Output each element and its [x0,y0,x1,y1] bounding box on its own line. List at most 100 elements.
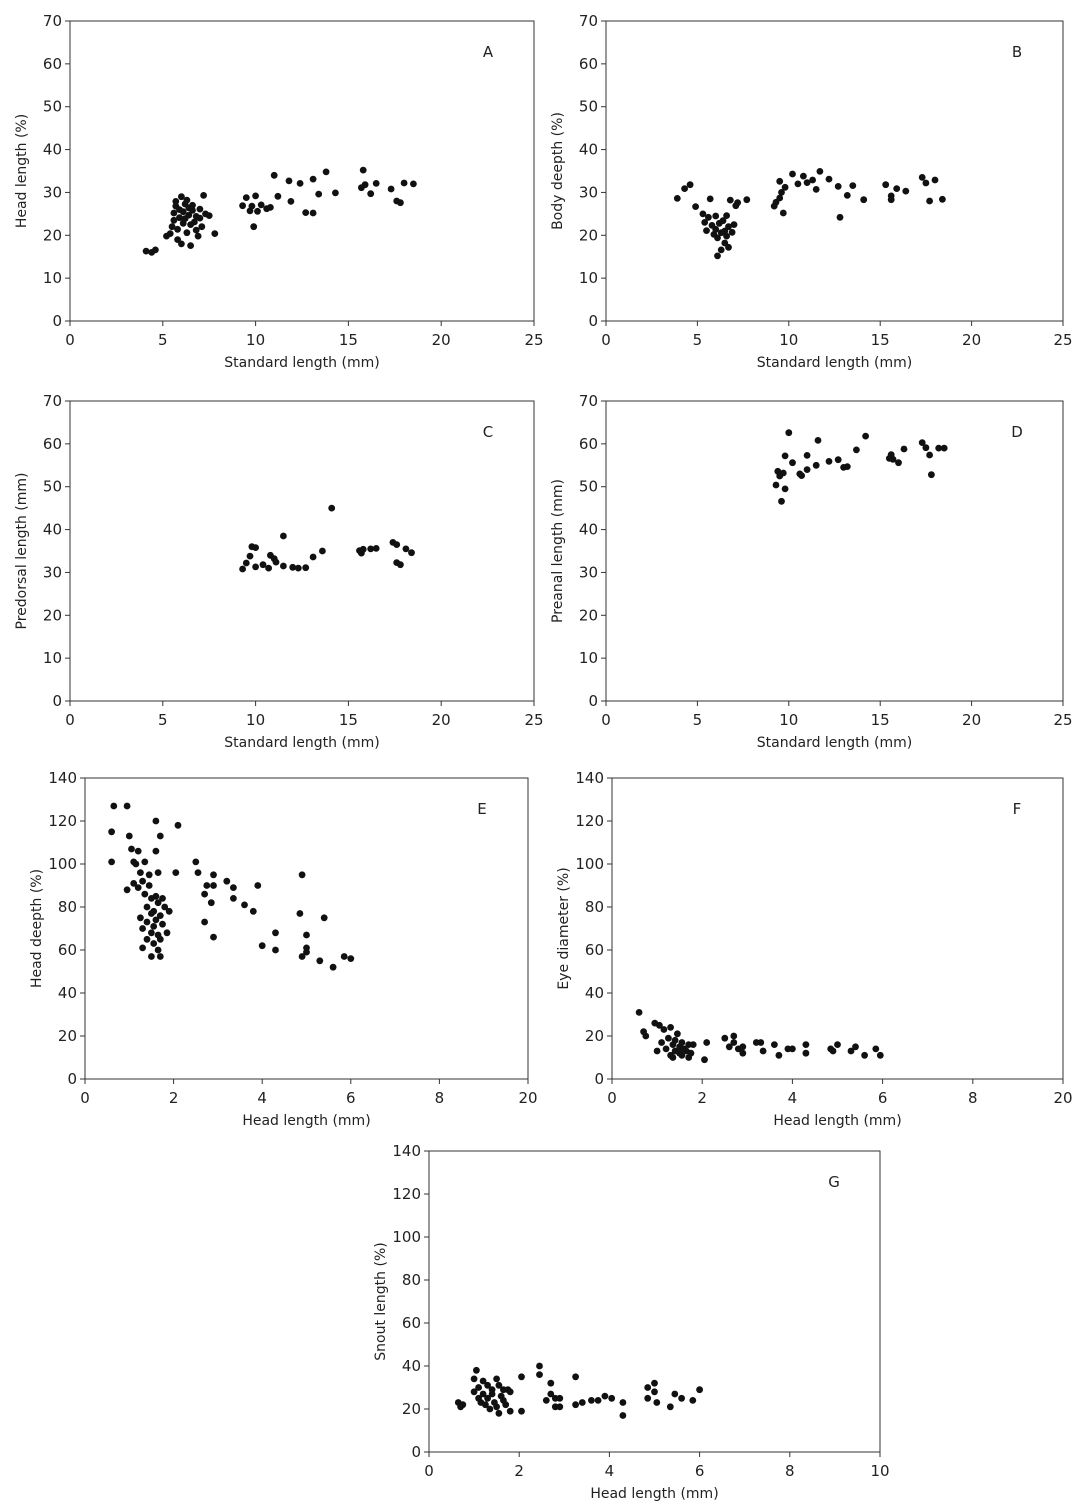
data-point [168,223,176,231]
data-point [183,229,191,237]
data-point [719,217,727,225]
data-point [686,181,694,189]
data-point [137,869,144,876]
data-point [205,212,213,220]
data-point [479,1390,487,1398]
data-point [493,1375,500,1383]
y-tick-label: 120 [392,1185,421,1203]
data-point [940,444,948,452]
data-point [361,181,369,189]
plot-frame [428,1150,881,1453]
data-point [387,185,395,193]
data-point [862,432,869,440]
data-point [298,871,306,879]
data-point [658,1039,665,1046]
data-point [705,213,712,221]
data-point [714,234,721,242]
y-tick-label: 0 [52,312,62,330]
y-tick-label: 40 [579,141,598,159]
data-point [876,1051,884,1059]
data-point [800,172,807,180]
data-point [152,847,160,855]
data-point [459,1401,467,1409]
data-point [340,953,348,960]
data-point [588,1397,595,1404]
data-point [642,1032,650,1040]
x-tick-label: 10 [779,331,798,349]
data-point [270,171,278,179]
data-point [482,1401,489,1409]
data-point [699,210,707,218]
data-point [242,559,250,567]
data-point [495,1409,503,1417]
data-point [739,1049,747,1057]
data-point [861,1051,868,1059]
data-point [141,890,149,898]
plot-frame [605,20,1064,322]
data-point [402,545,410,553]
data-point [814,437,822,444]
data-point [502,1401,510,1409]
panel-letter: F [1013,800,1022,818]
x-tick-label: 20 [1053,1089,1072,1107]
y-tick-label: 50 [43,478,62,496]
data-point [728,228,736,236]
data-point [309,175,317,183]
data-point [789,1045,796,1053]
data-point [254,207,261,215]
data-point [252,563,259,571]
data-point [578,1399,586,1406]
data-point [776,194,784,202]
data-point [134,884,142,891]
data-point [852,1043,859,1051]
data-point [223,877,231,885]
data-point [303,931,310,939]
x-tick-label: 25 [1053,331,1072,349]
data-point [486,1405,494,1413]
data-point [187,242,195,250]
y-tick-label: 70 [43,392,62,410]
data-point [298,953,306,960]
data-point [667,1024,674,1031]
data-point [347,955,355,962]
data-point [154,869,162,876]
data-point [757,1039,765,1046]
data-point [918,174,926,181]
data-point [743,196,751,204]
data-point [712,212,720,220]
data-point [689,1041,697,1048]
panel-letter: C [483,423,493,441]
data-point [185,211,193,219]
x-tick-label: 0 [424,1462,434,1480]
data-point [802,1049,810,1057]
y-tick-label: 10 [43,269,62,287]
y-tick-label: 120 [575,812,604,830]
x-axis-title: Standard length (mm) [757,355,912,371]
data-point [712,225,720,233]
x-tick-label: 20 [432,331,451,349]
data-point [803,452,811,459]
y-tick-label: 10 [43,649,62,667]
data-point [781,485,789,493]
y-tick-label: 40 [402,1357,421,1375]
data-point [556,1394,564,1402]
data-point [372,180,380,187]
data-point [714,252,721,260]
data-point [572,1401,579,1409]
data-point [789,459,796,467]
y-tick-label: 70 [579,12,598,30]
data-point [408,549,415,557]
data-point [816,168,824,175]
data-point [470,1388,478,1396]
data-point [725,223,732,231]
data-point [488,1390,496,1398]
data-point [926,451,933,459]
data-point [772,481,780,489]
y-tick-label: 50 [579,478,598,496]
data-point [926,197,933,205]
x-axis-title: Head length (mm) [242,1113,370,1129]
data-point [717,246,725,254]
x-tick-label: 8 [785,1462,795,1480]
data-point [302,209,310,217]
data-point [272,946,279,954]
